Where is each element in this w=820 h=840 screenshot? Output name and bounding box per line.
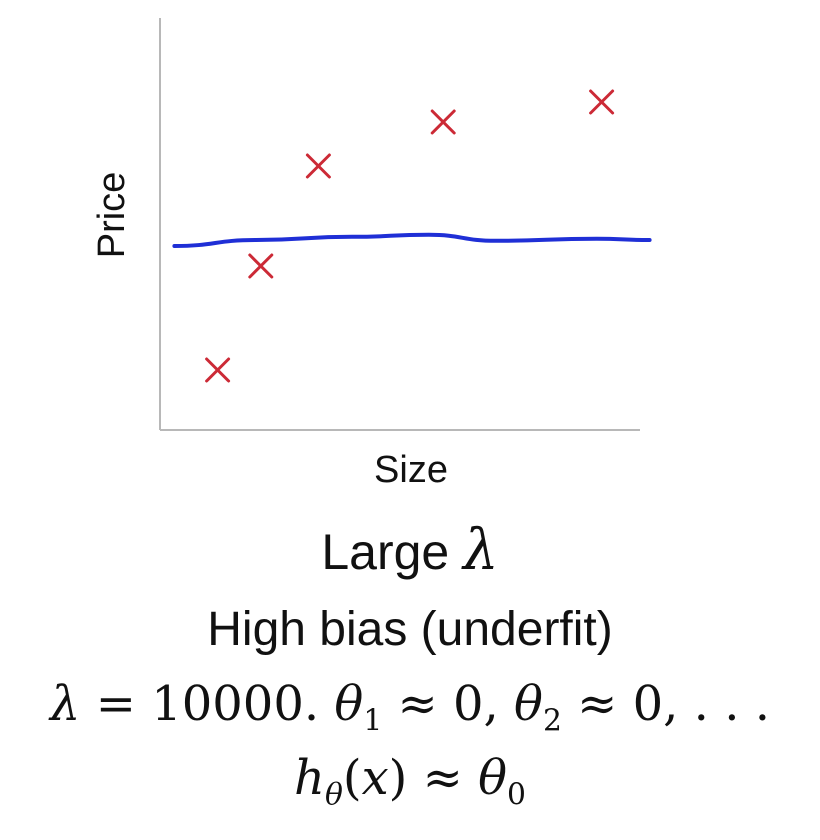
eq2-h-sub: θ: [324, 777, 343, 813]
data-point-4: [430, 109, 456, 135]
eq1-lambda: λ: [50, 676, 81, 732]
data-point-3: [305, 153, 331, 179]
eq2-sub-0: 0: [507, 777, 526, 813]
eq2-paren-close: ): [388, 750, 408, 806]
eq2-theta: θ: [478, 750, 508, 806]
data-point-5: [589, 89, 615, 115]
data-point-1: [205, 357, 231, 383]
chart-axes: [159, 18, 640, 431]
bias-label: High bias (underfit): [207, 603, 613, 656]
data-points: [205, 89, 615, 383]
eq1-approx-2: ≈ 0, . . .: [561, 676, 770, 732]
eq1-approx-1: ≈ 0,: [382, 676, 515, 732]
eq1-theta-1: θ: [334, 676, 364, 732]
large-label: Large: [321, 524, 450, 580]
lambda-equation: λ = 10000. θ1 ≈ 0, θ2 ≈ 0, . . .: [0, 676, 820, 736]
hypothesis-equation: hθ(x) ≈ θ0: [0, 750, 820, 810]
lambda-symbol: λ: [463, 518, 499, 583]
price-size-chart: Price Size: [91, 18, 652, 491]
eq1-theta-2: θ: [514, 676, 543, 732]
eq2-paren-open: (: [342, 750, 362, 806]
eq2-approx: ≈: [407, 750, 479, 806]
fit-line: [172, 232, 652, 248]
eq2-x: x: [361, 750, 389, 806]
large-lambda-heading: Large λ: [0, 518, 820, 583]
x-axis-label: Size: [374, 449, 448, 491]
eq1-equals: = 10000.: [80, 676, 335, 732]
eq2-h: h: [294, 750, 325, 806]
eq1-sub-2: 2: [542, 703, 562, 739]
eq1-sub-1: 1: [363, 703, 383, 739]
y-axis-label: Price: [91, 172, 133, 259]
data-point-2: [248, 253, 274, 279]
